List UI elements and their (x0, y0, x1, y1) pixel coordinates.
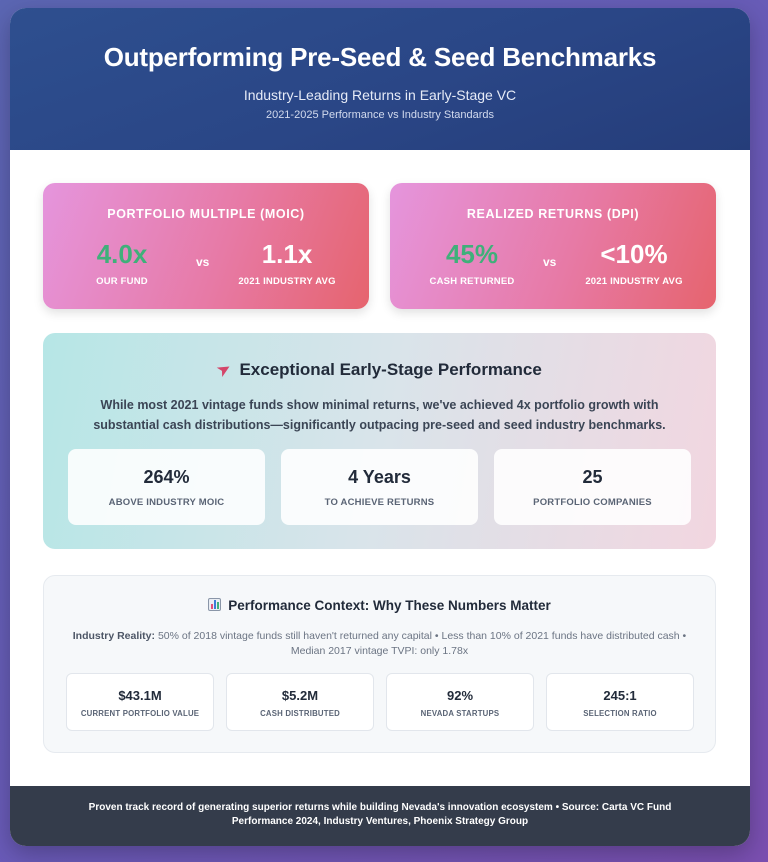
metric-value: 1.1x (261, 239, 313, 269)
page-title: Outperforming Pre-Seed & Seed Benchmarks (103, 42, 657, 72)
dpi-metric-card: REALIZED RETURNS (DPI) 45% CASH RETURNED… (390, 183, 716, 309)
stat-value: 264% (143, 467, 190, 487)
industry-metric: <10% 2021 INDUSTRY AVG (578, 239, 690, 287)
section-title-text: Performance Context: Why These Numbers M… (228, 598, 551, 613)
rocket-icon: ➤ (213, 357, 235, 382)
stat-label: PORTFOLIO COMPANIES (533, 497, 652, 508)
infographic-card: Outperforming Pre-Seed & Seed Benchmarks… (10, 8, 750, 846)
metric-title: REALIZED RETURNS (DPI) (466, 207, 640, 221)
vs-label: vs (196, 255, 210, 269)
stat-value: 245:1 (603, 688, 637, 703)
performance-section: ➤ Exceptional Early-Stage Performance Whi… (43, 333, 716, 549)
metric-label: 2021 INDUSTRY AVG (585, 276, 683, 287)
industry-reality-lead: Industry Reality: (72, 630, 156, 642)
page-subtitle: Industry-Leading Returns in Early-Stage … (243, 87, 517, 103)
stat-label: SELECTION RATIO (583, 709, 657, 718)
stat-card: 245:1 SELECTION RATIO (546, 673, 694, 731)
stat-card: 25 PORTFOLIO COMPANIES (494, 449, 691, 525)
period-label: 2021-2025 Performance vs Industry Standa… (265, 109, 495, 121)
metric-label: CASH RETURNED (429, 276, 515, 287)
industry-metric: 1.1x 2021 INDUSTRY AVG (231, 239, 343, 287)
section-title: Performance Context: Why These Numbers M… (44, 598, 715, 613)
stat-value: $43.1M (118, 688, 162, 703)
bar-chart-icon (208, 598, 222, 611)
section-description: While most 2021 vintage funds show minim… (93, 398, 666, 432)
context-section: Performance Context: Why These Numbers M… (43, 575, 716, 753)
stat-label: CASH DISTRIBUTED (260, 709, 340, 718)
stat-card: 264% ABOVE INDUSTRY MOIC (68, 449, 265, 525)
industry-reality-text: 50% of 2018 vintage funds still haven't … (157, 630, 687, 657)
stat-value: 92% (446, 688, 474, 703)
stat-card: $5.2M CASH DISTRIBUTED (226, 673, 374, 731)
stat-card: 4 Years TO ACHIEVE RETURNS (281, 449, 478, 525)
section-title-text: Exceptional Early-Stage Performance (239, 360, 542, 379)
section-title: ➤ Exceptional Early-Stage Performance (43, 357, 716, 382)
moic-metric-card: PORTFOLIO MULTIPLE (MOIC) 4.0x OUR FUND … (43, 183, 369, 309)
stat-card: $43.1M CURRENT PORTFOLIO VALUE (66, 673, 214, 731)
header: Outperforming Pre-Seed & Seed Benchmarks… (10, 8, 750, 150)
vs-label: vs (543, 255, 557, 269)
section-description: Industry Reality: 50% of 2018 vintage fu… (72, 629, 687, 659)
stat-card: 92% NEVADA STARTUPS (386, 673, 534, 731)
stat-label: NEVADA STARTUPS (420, 709, 500, 718)
footer-text: Proven track record of generating superi… (88, 802, 672, 827)
our-fund-metric: 45% CASH RETURNED (420, 239, 524, 287)
stat-label: CURRENT PORTFOLIO VALUE (80, 709, 200, 718)
stat-value: $5.2M (281, 688, 319, 703)
metric-value: 45% (445, 239, 499, 269)
metric-row: PORTFOLIO MULTIPLE (MOIC) 4.0x OUR FUND … (43, 183, 717, 309)
footer: Proven track record of generating superi… (10, 786, 750, 846)
stat-value: 4 Years (348, 467, 411, 487)
metric-value: <10% (600, 239, 668, 269)
metric-value: 4.0x (96, 239, 148, 269)
stat-label: TO ACHIEVE RETURNS (324, 497, 435, 508)
metric-title: PORTFOLIO MULTIPLE (MOIC) (107, 207, 305, 221)
metric-label: OUR FUND (96, 276, 148, 287)
metric-label: 2021 INDUSTRY AVG (238, 276, 336, 287)
stat-label: ABOVE INDUSTRY MOIC (108, 497, 225, 508)
stat-value: 25 (582, 467, 603, 487)
our-fund-metric: 4.0x OUR FUND (77, 239, 167, 287)
